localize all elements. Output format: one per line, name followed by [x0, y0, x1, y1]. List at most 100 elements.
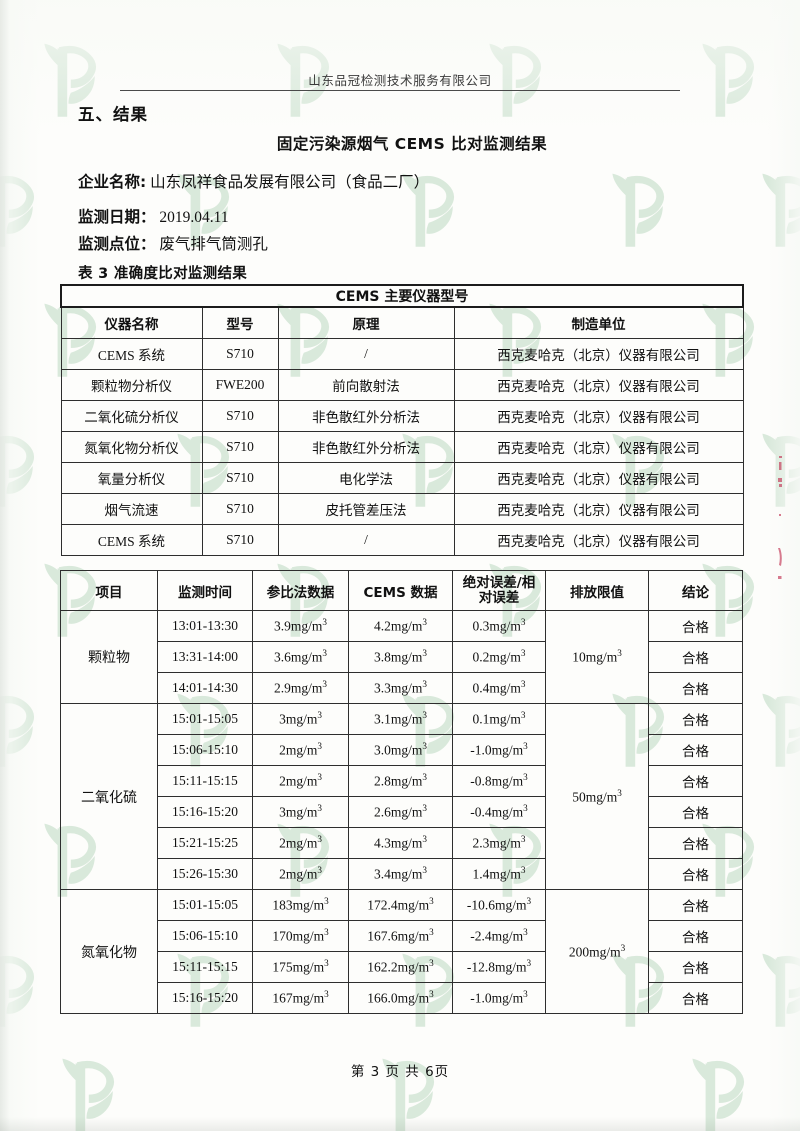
instruments-col-header-1: 型号 — [201, 306, 279, 339]
instrument-maker: 西克麦哈克（北京）仪器有限公司 — [453, 524, 744, 556]
header-company-name: 山东品冠检测技术服务有限公司 — [308, 74, 492, 88]
instruments-header-row: 仪器名称 型号 原理 制造单位 — [60, 306, 744, 339]
results-col-header-5: 排放限值 — [545, 570, 649, 611]
field-company: 企业名称: 山东凤祥食品发展有限公司（食品二厂） — [78, 170, 429, 192]
instrument-principle: 非色散红外分析法 — [277, 400, 455, 432]
result-conclusion: 合格 — [648, 982, 743, 1014]
instrument-model: S710 — [201, 524, 279, 556]
result-conclusion: 合格 — [648, 672, 743, 704]
result-reference-value: 3mg/m3 — [252, 796, 349, 828]
result-cems-value: 4.3mg/m3 — [348, 827, 453, 859]
field-date-label: 监测日期： — [78, 208, 156, 226]
table-row: 氮氧化物 15:01-15:05 183mg/m3 172.4mg/m3 -10.6mg… — [60, 889, 743, 1014]
result-reference-value: 2mg/m3 — [252, 765, 349, 797]
table-row: CEMS 系统 S710/西克麦哈克（北京）仪器有限公司 — [60, 524, 744, 556]
report-title: 固定污染源烟气 CEMS 比对监测结果 — [276, 135, 548, 153]
instrument-name: 烟气流速 — [60, 493, 203, 525]
results-col-header-0: 项目 — [60, 570, 158, 611]
watermark-logo — [760, 170, 800, 254]
result-conclusion: 合格 — [648, 796, 743, 828]
instruments-table: CEMS 主要仪器型号 仪器名称 型号 原理 制造单位 CEMS 系统 S710/西克麦哈克… — [59, 284, 745, 556]
results-col-header-4: 绝对误差/相 对误差 — [452, 570, 546, 611]
result-reference-value: 175mg/m3 — [252, 951, 349, 983]
watermark-logo — [760, 690, 800, 774]
result-cems-value: 2.6mg/m3 — [348, 796, 453, 828]
result-reference-value: 3.9mg/m3 — [252, 610, 349, 642]
result-conclusion: 合格 — [648, 641, 743, 673]
result-conclusion: 合格 — [648, 765, 743, 797]
instrument-principle: / — [277, 338, 455, 370]
field-date: 监测日期： 2019.04.11 — [78, 205, 229, 227]
instrument-maker: 西克麦哈克（北京）仪器有限公司 — [453, 338, 744, 370]
result-emission-limit: 10mg/m3 — [545, 610, 649, 704]
instrument-principle: 皮托管差压法 — [277, 493, 455, 525]
instrument-model: S710 — [201, 462, 279, 494]
result-conclusion: 合格 — [648, 703, 743, 735]
instrument-maker: 西克麦哈克（北京）仪器有限公司 — [453, 462, 744, 494]
result-error-value: 1.4mg/m3 — [452, 858, 546, 890]
result-reference-value: 3.6mg/m3 — [252, 641, 349, 673]
table-row: 颗粒物 13:01-13:30 3.9mg/m3 4.2mg/m3 0.3mg/m3 10… — [60, 610, 743, 704]
red-seal-fragment — [768, 452, 786, 602]
result-reference-value: 170mg/m3 — [252, 920, 349, 952]
instrument-model: S710 — [201, 338, 279, 370]
result-error-value: 0.4mg/m3 — [452, 672, 546, 704]
result-time: 15:26-15:30 — [157, 858, 253, 890]
result-time: 15:01-15:05 — [157, 889, 253, 921]
page-header: 山东品冠检测技术服务有限公司 — [120, 74, 680, 91]
result-item-name: 二氧化硫 — [60, 703, 158, 890]
results-col-header-2: 参比法数据 — [252, 570, 349, 611]
result-emission-limit: 200mg/m3 — [545, 889, 649, 1014]
result-time: 15:11-15:15 — [157, 765, 253, 797]
result-cems-value: 3.4mg/m3 — [348, 858, 453, 890]
instrument-name: CEMS 系统 — [60, 524, 203, 556]
result-cems-value: 3.3mg/m3 — [348, 672, 453, 704]
table-row: 氮氧化物分析仪 S710 非色散红外分析法 西克麦哈克（北京）仪器有限公司 — [60, 431, 744, 463]
watermark-logo — [0, 430, 52, 514]
result-conclusion: 合格 — [648, 920, 743, 952]
instrument-name: CEMS 系统 — [60, 338, 203, 370]
result-time: 13:31-14:00 — [157, 641, 253, 673]
result-error-value: -10.6mg/m3 — [452, 889, 546, 921]
result-cems-value: 167.6mg/m3 — [348, 920, 453, 952]
result-reference-value: 183mg/m3 — [252, 889, 349, 921]
result-error-value: 2.3mg/m3 — [452, 827, 546, 859]
table-row: 二氧化硫 15:01-15:05 3mg/m3 3.1mg/m3 0.1mg/m3 50m… — [60, 703, 743, 890]
page-edge-shadow-bottom — [0, 1117, 800, 1131]
field-company-label: 企业名称: — [78, 173, 147, 191]
instrument-model: S710 — [201, 431, 279, 463]
table-row: 氧量分析仪 S710 电化学法 西克麦哈克（北京）仪器有限公司 — [60, 462, 744, 494]
instrument-name: 二氧化硫分析仪 — [60, 400, 203, 432]
result-error-value: 0.3mg/m3 — [452, 610, 546, 642]
result-item-name: 颗粒物 — [60, 610, 158, 704]
result-time: 15:21-15:25 — [157, 827, 253, 859]
result-time: 15:01-15:05 — [157, 703, 253, 735]
result-time: 14:01-14:30 — [157, 672, 253, 704]
instrument-name: 氧量分析仪 — [60, 462, 203, 494]
page-footer: 第 3 页 共 6页 — [350, 1064, 450, 1080]
result-conclusion: 合格 — [648, 827, 743, 859]
instrument-model: S710 — [201, 493, 279, 525]
watermark-logo — [700, 40, 772, 124]
result-error-value: -1.0mg/m3 — [452, 982, 546, 1014]
result-error-value: -0.8mg/m3 — [452, 765, 546, 797]
result-cems-value: 3.0mg/m3 — [348, 734, 453, 766]
result-cems-value: 3.8mg/m3 — [348, 641, 453, 673]
result-time: 15:16-15:20 — [157, 982, 253, 1014]
result-conclusion: 合格 — [648, 889, 743, 921]
result-time: 15:16-15:20 — [157, 796, 253, 828]
result-reference-value: 2mg/m3 — [252, 858, 349, 890]
result-conclusion: 合格 — [648, 951, 743, 983]
result-error-value: 0.2mg/m3 — [452, 641, 546, 673]
page-edge-shadow-left — [0, 0, 10, 1131]
table-row: CEMS 系统 S710/西克麦哈克（北京）仪器有限公司 — [60, 338, 744, 370]
result-cems-value: 162.2mg/m3 — [348, 951, 453, 983]
field-monitor-point: 监测点位： 废气排气筒测孔 — [78, 232, 268, 254]
instruments-col-header-0: 仪器名称 — [60, 306, 203, 339]
results-col-header-1: 监测时间 — [157, 570, 253, 611]
result-cems-value: 166.0mg/m3 — [348, 982, 453, 1014]
results-col-header-3: CEMS 数据 — [348, 570, 453, 611]
results-header-row: 项目 监测时间 参比法数据 CEMS 数据 绝对误差/相 对误差 排放限值 结论 — [60, 570, 743, 611]
instrument-maker: 西克麦哈克（北京）仪器有限公司 — [453, 369, 744, 401]
